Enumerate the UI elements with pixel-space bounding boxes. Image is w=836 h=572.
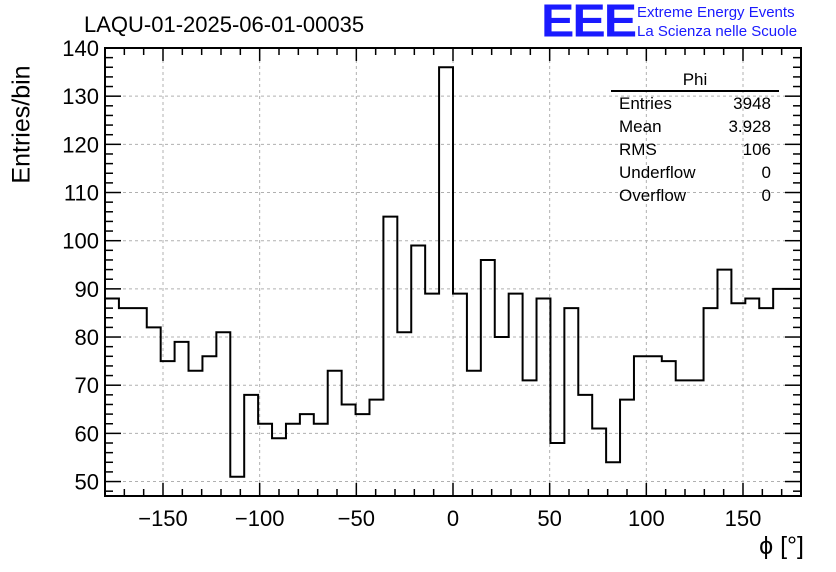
stats-row-overflow: Overflow 0 [611,184,779,207]
x-tick-label: 50 [537,506,561,531]
stats-row-rms: RMS 106 [611,138,779,161]
stats-row-underflow: Underflow 0 [611,161,779,184]
histogram-step-line [105,66,801,496]
stats-label: Overflow [619,186,687,205]
stats-value: 3.928 [728,117,771,136]
logo-caption: Extreme Energy Events La Scienza nelle S… [637,3,797,41]
x-tick-label: 150 [725,506,762,531]
axis-ticks [104,47,802,496]
stats-value: 0 [761,186,771,205]
chart-title: LAQU-01-2025-06-01-00035 [84,12,365,37]
x-tick-label: −100 [235,506,285,531]
logo-caption-line2: La Scienza nelle Scuole [637,23,798,40]
y-tick-label: 60 [75,421,99,446]
y-tick-label: 110 [64,181,99,206]
y-tick-label: 70 [75,373,99,398]
y-axis-label: Entries/bin [7,65,36,184]
x-tick-label: −150 [138,506,188,531]
stats-value: 0 [761,163,771,182]
stats-label: RMS [619,140,657,159]
stats-label: Entries [619,94,672,113]
y-tick-label: 140 [62,36,99,61]
stats-row-entries: Entries 3948 [611,92,779,115]
y-tick-label: 80 [75,325,99,350]
y-tick-label: 130 [62,84,99,109]
stats-value: 106 [742,140,771,159]
stats-box-name: Phi [611,70,779,92]
y-tick-label: 50 [75,470,99,495]
stats-label: Mean [619,117,662,136]
stats-value: 3948 [733,94,771,113]
eee-logo: EEE [541,0,637,47]
x-tick-label: 100 [628,506,665,531]
stats-box: Phi Entries 3948 Mean 3.928 RMS 106 Unde… [611,70,779,207]
x-tick-label: 0 [447,506,459,531]
y-tick-label: 90 [75,277,99,302]
y-tick-label: 120 [62,132,99,157]
stats-row-mean: Mean 3.928 [611,115,779,138]
y-tick-label: 100 [62,229,99,254]
x-tick-label: −50 [338,506,375,531]
stats-label: Underflow [619,163,696,182]
logo-caption-line1: Extreme Energy Events [637,4,795,21]
tick-labels: −150 −100 −50 0 50 100 150 50 60 70 80 90 100 110 120 1… [62,36,761,531]
x-axis-label: ϕ [°] [759,532,804,560]
